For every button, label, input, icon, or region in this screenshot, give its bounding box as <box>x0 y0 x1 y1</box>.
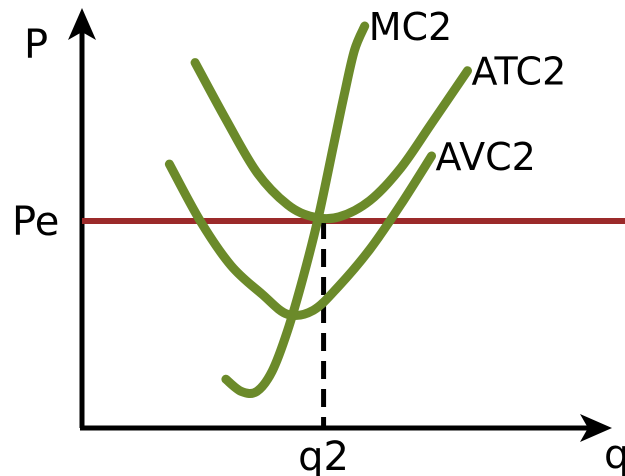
series-line-avc2 <box>164 151 437 320</box>
series-line-mc2 <box>221 21 370 398</box>
series-line-atc2 <box>190 58 472 224</box>
price-line-label: Pe <box>12 199 59 245</box>
y-axis-arrowhead <box>68 8 96 40</box>
quantity-marker-label: q2 <box>298 434 349 476</box>
y-axis-label: P <box>24 22 48 68</box>
series-label-atc2: ATC2 <box>472 50 567 94</box>
x-axis-arrowhead <box>580 414 612 442</box>
x-axis-label: q <box>604 432 625 476</box>
series-label-mc2: MC2 <box>369 5 453 49</box>
series-label-avc2: AVC2 <box>436 135 536 179</box>
